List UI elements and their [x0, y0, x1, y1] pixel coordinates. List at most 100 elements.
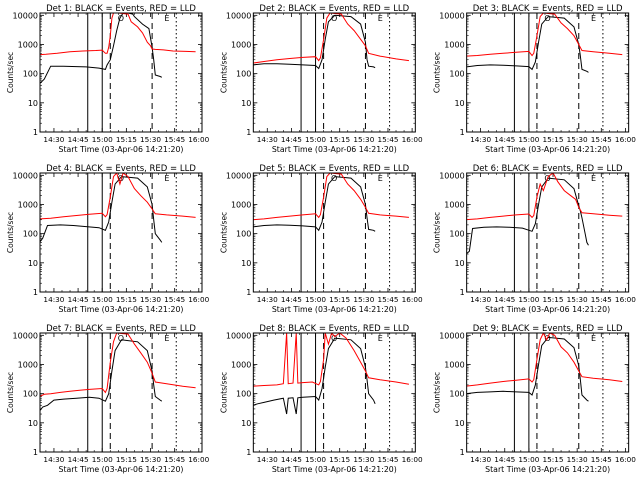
y-tick-label: 1000 [444, 40, 464, 49]
y-tick-label: 100 [23, 70, 38, 79]
series-group [466, 13, 623, 73]
y-axis-label: Counts/sec [6, 52, 15, 93]
x-tick-label: 15:30 [353, 455, 374, 464]
y-axis-label: Counts/sec [219, 372, 228, 413]
x-tick-label: 15:45 [164, 295, 185, 304]
detector-panel-1: 1 10 100 1000 10000 14:30 14:45 15:00 15:15 15:30… [6, 4, 210, 154]
series-line-events [466, 336, 589, 402]
flag-label: O [544, 14, 550, 23]
y-tick-label: 1 [460, 448, 465, 457]
panel-title: Det 1: BLACK = Events, RED = LLD [46, 4, 196, 14]
y-tick-label: 100 [236, 390, 251, 399]
series-line-lld [253, 173, 409, 221]
x-axis-label: Start Time (03-Apr-06 14:21:20) [59, 465, 184, 474]
series-line-lld [40, 333, 196, 397]
x-tick-label: 15:00 [518, 295, 539, 304]
x-axis-label: Start Time (03-Apr-06 14:21:20) [59, 145, 184, 154]
y-tick-label: 100 [449, 390, 464, 399]
series-line-events [253, 176, 376, 232]
y-axis-label: Counts/sec [6, 372, 15, 413]
y-tick-label: 100 [449, 230, 464, 239]
series-line-lld [253, 333, 410, 387]
series-line-lld [466, 173, 623, 221]
x-tick-label: 14:30 [257, 455, 278, 464]
y-tick-label: 1000 [231, 360, 251, 369]
x-tick-label: 14:45 [494, 135, 515, 144]
x-tick-label: 14:30 [257, 295, 278, 304]
flag-label: E [164, 334, 169, 343]
x-tick-label: 16:00 [402, 295, 423, 304]
series-group [40, 13, 196, 85]
x-tick-label: 14:45 [281, 295, 302, 304]
y-tick-label: 100 [236, 70, 251, 79]
flag-label: E [164, 14, 169, 23]
y-tick-label: 10 [241, 419, 251, 428]
y-tick-label: 1 [33, 448, 38, 457]
x-axis-label: Start Time (03-Apr-06 14:21:20) [272, 465, 397, 474]
x-tick-label: 15:45 [164, 455, 185, 464]
x-axis-label: Start Time (03-Apr-06 14:21:20) [485, 145, 610, 154]
detector-panel-7: 1 10 100 1000 10000 14:30 14:45 15:00 15:15 15:30… [6, 324, 210, 474]
x-axis-label: Start Time (03-Apr-06 14:21:20) [272, 305, 397, 314]
x-tick-label: 15:00 [305, 455, 326, 464]
x-tick-label: 14:45 [281, 455, 302, 464]
x-tick-label: 15:30 [353, 135, 374, 144]
panel-title: Det 2: BLACK = Events, RED = LLD [259, 4, 409, 14]
series-line-lld [253, 13, 409, 64]
plot-frame [252, 332, 416, 453]
panel-title: Det 3: BLACK = Events, RED = LLD [473, 4, 623, 14]
flag-label: O [331, 14, 337, 23]
y-tick-label: 10 [241, 99, 251, 108]
series-line-events [40, 339, 163, 412]
x-tick-label: 15:45 [591, 455, 612, 464]
series-group [253, 333, 410, 415]
series-group [40, 173, 196, 243]
panel-title: Det 9: BLACK = Events, RED = LLD [473, 324, 623, 334]
detector-panel-5: 1 10 100 1000 10000 14:30 14:45 15:00 15:15 15:30… [219, 164, 423, 314]
y-tick-label: 1 [460, 128, 465, 137]
x-tick-label: 15:00 [518, 455, 539, 464]
flag-label: O [118, 14, 124, 23]
series-group [40, 333, 196, 412]
y-tick-label: 10000 [439, 331, 464, 340]
y-tick-label: 10 [454, 419, 464, 428]
x-tick-label: 14:45 [494, 455, 515, 464]
x-tick-label: 15:45 [377, 295, 398, 304]
y-tick-label: 1000 [18, 360, 38, 369]
x-tick-label: 15:45 [164, 135, 185, 144]
series-group [466, 173, 623, 255]
detector-panel-3: 1 10 100 1000 10000 14:30 14:45 15:00 15:15 15:30… [433, 4, 637, 154]
y-tick-label: 1000 [231, 200, 251, 209]
panel-title: Det 7: BLACK = Events, RED = LLD [46, 324, 196, 334]
x-tick-label: 15:45 [377, 135, 398, 144]
x-tick-label: 15:15 [329, 295, 350, 304]
x-tick-label: 15:45 [377, 455, 398, 464]
x-tick-label: 15:00 [305, 135, 326, 144]
x-tick-label: 15:00 [305, 295, 326, 304]
y-axis-label: Counts/sec [433, 212, 442, 253]
flag-label: E [591, 14, 596, 23]
detector-panel-9: 1 10 100 1000 10000 14:30 14:45 15:00 15:15 15:30… [433, 324, 637, 474]
x-tick-label: 14:45 [68, 135, 89, 144]
flag-label: E [378, 14, 383, 23]
y-axis-label: Counts/sec [219, 212, 228, 253]
series-line-events [253, 337, 376, 415]
flag-label: E [378, 174, 383, 183]
x-tick-label: 16:00 [402, 455, 423, 464]
flag-label: O [118, 174, 124, 183]
plot-frame [39, 12, 203, 133]
y-tick-label: 100 [449, 70, 464, 79]
panel-title: Det 5: BLACK = Events, RED = LLD [259, 164, 409, 174]
plot-frame [39, 332, 203, 453]
y-tick-label: 1000 [231, 40, 251, 49]
series-line-lld [40, 173, 196, 220]
x-tick-label: 15:15 [116, 135, 137, 144]
x-tick-label: 16:00 [615, 455, 636, 464]
detector-panel-2: 1 10 100 1000 10000 14:30 14:45 15:00 15:15 15:30… [219, 4, 423, 154]
x-tick-label: 14:30 [43, 135, 64, 144]
y-tick-label: 1 [460, 288, 465, 297]
series-line-events [40, 176, 163, 243]
y-tick-label: 100 [23, 230, 38, 239]
series-line-events [40, 13, 163, 85]
